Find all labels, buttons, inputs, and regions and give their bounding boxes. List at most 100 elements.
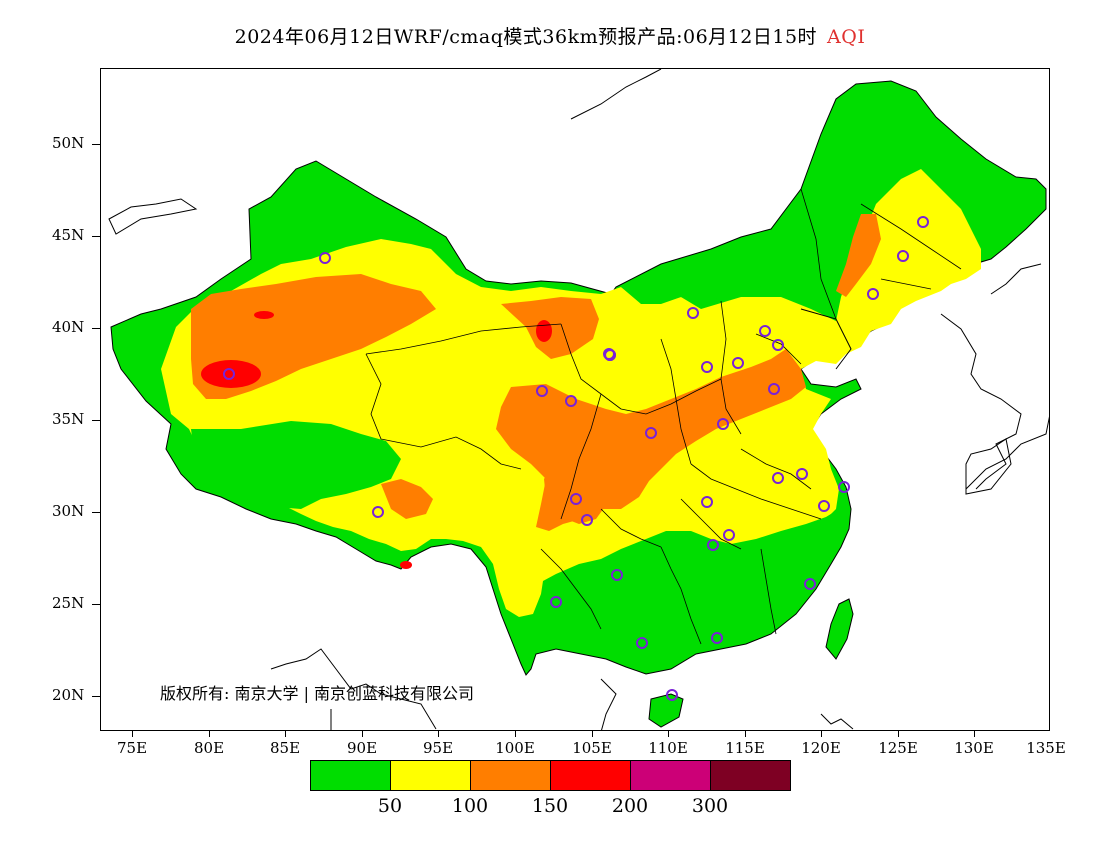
lon-label-100e: 100E	[495, 739, 535, 757]
lon-label-105e: 105E	[572, 739, 612, 757]
station-marker	[636, 637, 648, 649]
station-markers	[223, 216, 929, 701]
station-marker	[838, 481, 850, 493]
station-marker	[701, 361, 713, 373]
lat-tick	[92, 328, 100, 329]
station-marker	[536, 385, 548, 397]
station-marker	[581, 514, 593, 526]
station-marker	[867, 288, 879, 300]
lon-tick	[821, 731, 822, 737]
lon-label-135e: 135E	[1026, 739, 1066, 757]
lon-tick	[745, 731, 746, 737]
legend-label-200: 200	[611, 795, 649, 817]
hainan-island	[648, 693, 684, 728]
lon-tick	[974, 731, 975, 737]
lon-tick	[285, 731, 286, 737]
map-frame	[100, 68, 1050, 731]
lat-label-35n: 35N	[52, 410, 85, 428]
station-marker	[818, 500, 830, 512]
title-variable: AQI	[827, 26, 866, 48]
taiwan-island	[825, 598, 854, 660]
station-marker	[772, 339, 784, 351]
aqi-unhealthy-tibet	[400, 561, 412, 569]
coastlines	[108, 69, 1049, 730]
station-marker	[666, 689, 678, 701]
station-marker	[711, 632, 723, 644]
aqi-sensitive-sichuan	[544, 459, 609, 524]
lon-label-130e: 130E	[954, 739, 994, 757]
lon-tick	[362, 731, 363, 737]
aqi-sensitive-tibet	[381, 479, 433, 519]
station-marker	[687, 307, 699, 319]
station-marker	[917, 216, 929, 228]
aqi-map	[108, 69, 1049, 730]
station-marker	[897, 250, 909, 262]
lat-tick	[92, 420, 100, 421]
title-text: 2024年06月12日WRF/cmaq模式36km预报产品:06月12日15时	[234, 26, 818, 48]
lat-tick	[92, 696, 100, 697]
station-marker	[611, 569, 623, 581]
station-marker	[717, 418, 729, 430]
aqi-good-south	[571, 509, 846, 669]
lon-label-125e: 125E	[878, 739, 918, 757]
station-marker	[804, 578, 816, 590]
aqi-unhealthy-north	[536, 320, 552, 342]
lat-label-20n: 20N	[52, 686, 85, 704]
map-title: 2024年06月12日WRF/cmaq模式36km预报产品:06月12日15时 A…	[0, 22, 1100, 49]
station-marker	[732, 357, 744, 369]
lon-label-85e: 85E	[269, 739, 301, 757]
station-marker	[372, 506, 384, 518]
lon-tick	[515, 731, 516, 737]
aqi-unhealthy-tarim	[201, 360, 261, 388]
lon-tick	[438, 731, 439, 737]
lon-label-115e: 115E	[725, 739, 765, 757]
station-marker	[223, 368, 235, 380]
lat-label-30n: 30N	[52, 502, 85, 520]
lat-tick	[92, 604, 100, 605]
copyright-text: 版权所有: 南京大学 | 南京创蓝科技有限公司	[160, 684, 475, 703]
lon-tick	[898, 731, 899, 737]
lon-label-75e: 75E	[116, 739, 148, 757]
lon-label-110e: 110E	[648, 739, 688, 757]
province-borders	[365, 188, 962, 645]
station-marker	[550, 596, 562, 608]
legend-swatch-good	[311, 761, 391, 790]
station-marker	[603, 348, 615, 360]
station-marker	[768, 383, 780, 395]
legend-swatch-unhealthy	[551, 761, 631, 790]
station-marker	[723, 529, 735, 541]
lon-tick	[132, 731, 133, 737]
station-marker	[707, 539, 719, 551]
lon-label-80e: 80E	[193, 739, 225, 757]
lon-label-90e: 90E	[346, 739, 378, 757]
station-marker	[645, 427, 657, 439]
legend-swatch-sensitive	[471, 761, 551, 790]
legend-swatch-moderate	[391, 761, 471, 790]
lon-tick	[592, 731, 593, 737]
aqi-unhealthy-spot	[254, 311, 274, 319]
legend-swatch-hazardous	[711, 761, 790, 790]
lat-tick	[92, 236, 100, 237]
aqi-legend	[310, 760, 791, 791]
aqi-good-mongolia	[621, 229, 791, 305]
legend-label-300: 300	[691, 795, 729, 817]
lat-label-40n: 40N	[52, 318, 85, 336]
station-marker	[772, 472, 784, 484]
lon-tick	[668, 731, 669, 737]
station-marker	[565, 395, 577, 407]
aqi-sensitive-northeast	[836, 214, 881, 297]
lat-label-25n: 25N	[52, 594, 85, 612]
lat-label-45n: 45N	[52, 226, 85, 244]
legend-label-150: 150	[531, 795, 569, 817]
lon-tick	[209, 731, 210, 737]
station-marker	[570, 493, 582, 505]
station-marker	[701, 496, 713, 508]
station-marker	[759, 325, 771, 337]
lon-label-95e: 95E	[422, 739, 454, 757]
lon-label-120e: 120E	[801, 739, 841, 757]
lat-label-50n: 50N	[52, 134, 85, 152]
lat-tick	[92, 144, 100, 145]
legend-label-100: 100	[451, 795, 489, 817]
station-marker	[319, 252, 331, 264]
lat-tick	[92, 512, 100, 513]
